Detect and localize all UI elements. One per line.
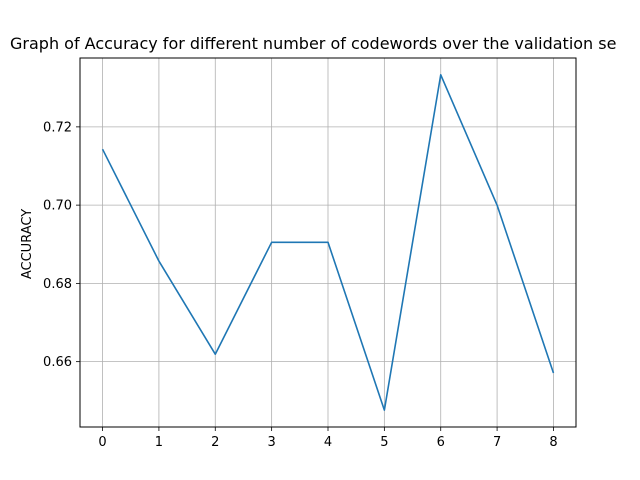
- x-tick-label: 4: [324, 435, 332, 450]
- x-axis: 0 1 2 3 4 5 6 7 8: [98, 427, 558, 450]
- x-tick-label: 7: [493, 435, 501, 450]
- x-tick-label: 5: [380, 435, 388, 450]
- x-tick-label: 6: [437, 435, 445, 450]
- y-tick-label: 0.72: [43, 120, 72, 135]
- y-axis: 0.66 0.68 0.70 0.72: [43, 120, 80, 370]
- y-tick-label: 0.70: [43, 199, 72, 214]
- x-tick-label: 1: [155, 435, 163, 450]
- y-tick-label: 0.66: [43, 355, 72, 370]
- x-tick-label: 2: [211, 435, 219, 450]
- series-line: [101, 74, 555, 411]
- series-lines: [101, 74, 555, 411]
- y-axis-label: ACCURACY: [20, 209, 35, 279]
- y-tick-label: 0.68: [43, 277, 72, 292]
- chart-title: Graph of Accuracy for different number o…: [10, 34, 616, 53]
- x-tick-label: 3: [267, 435, 275, 450]
- x-tick-label: 0: [98, 435, 106, 450]
- x-tick-label: 8: [549, 435, 557, 450]
